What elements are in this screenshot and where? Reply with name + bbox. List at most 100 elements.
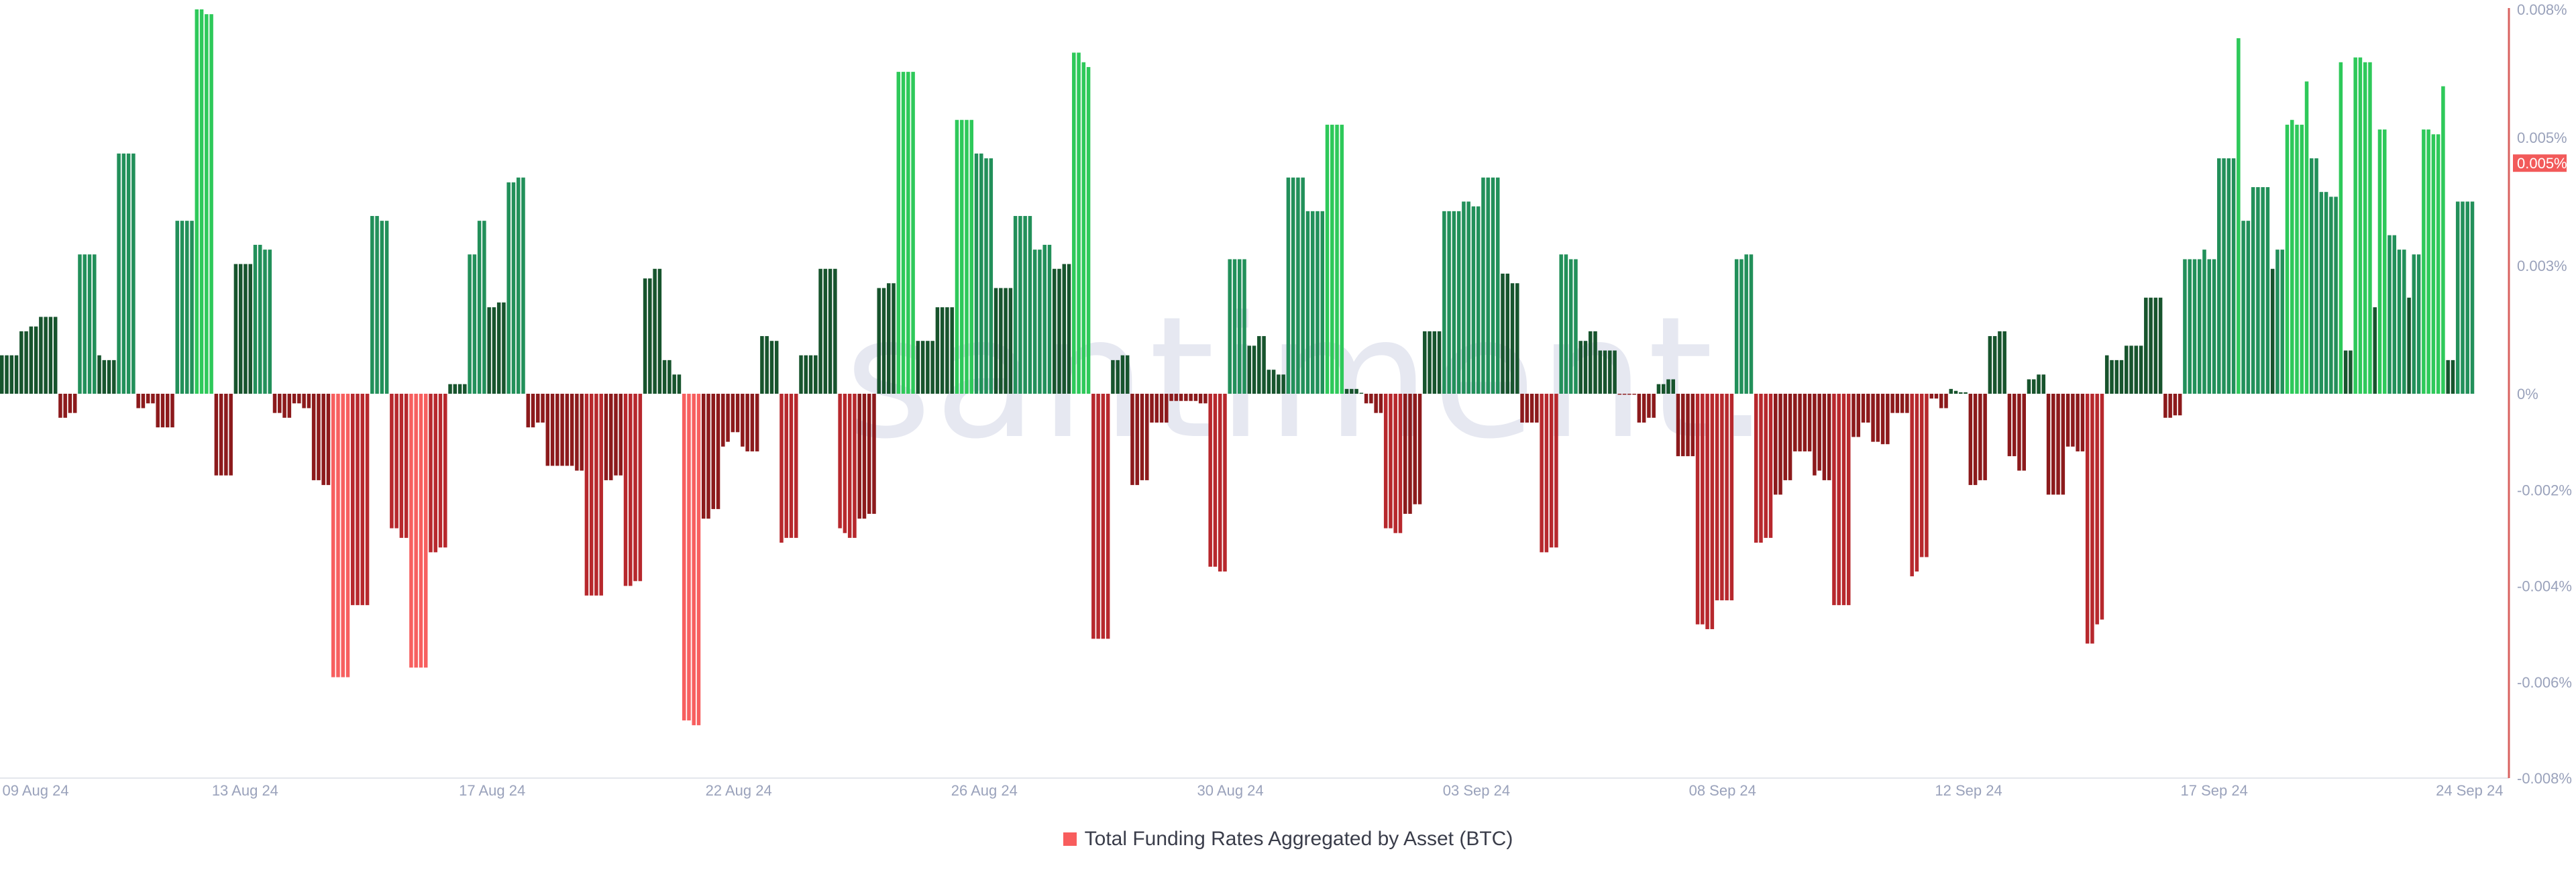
bar <box>643 278 647 394</box>
y-tick-label: -0.004% <box>2517 578 2572 595</box>
bar <box>1481 177 1485 394</box>
bar <box>1344 388 1349 394</box>
bar <box>1277 374 1281 394</box>
bar <box>1262 336 1266 394</box>
bar <box>2422 129 2426 394</box>
bar <box>589 394 594 596</box>
bar <box>1330 124 1334 394</box>
bar <box>1686 394 1690 457</box>
bar <box>2402 250 2406 394</box>
bar <box>731 394 735 433</box>
bar <box>555 394 559 466</box>
bar <box>580 394 584 471</box>
bar <box>1915 394 1919 572</box>
bar <box>1559 254 1563 394</box>
bar <box>838 394 842 529</box>
bar <box>1871 394 1875 442</box>
bar <box>2173 394 2178 416</box>
bar <box>1520 394 1524 423</box>
bar <box>492 307 496 394</box>
bar <box>433 394 437 553</box>
bar <box>496 302 501 394</box>
bar <box>2334 197 2338 394</box>
bar <box>190 221 194 394</box>
bar <box>209 14 213 394</box>
bar <box>2363 62 2367 394</box>
bar <box>789 394 794 538</box>
bar <box>1165 394 1169 423</box>
bar <box>750 394 755 451</box>
bar <box>940 307 945 394</box>
bar <box>1944 394 1948 408</box>
bar <box>877 288 881 394</box>
bar <box>696 394 701 726</box>
bar <box>1739 259 1743 394</box>
bar <box>2310 158 2314 394</box>
legend[interactable]: Total Funding Rates Aggregated by Asset … <box>0 828 2576 851</box>
bar <box>263 250 267 394</box>
bar <box>87 254 92 394</box>
bar <box>526 394 531 428</box>
bar <box>248 264 252 394</box>
bar <box>687 394 691 721</box>
bar <box>1413 394 1417 504</box>
bar <box>2197 259 2202 394</box>
bar <box>1598 350 1603 394</box>
bar <box>233 264 238 394</box>
bar <box>2455 201 2460 394</box>
bar <box>2139 345 2143 394</box>
bar <box>93 254 97 394</box>
bar <box>360 394 365 606</box>
bar <box>1925 394 1929 557</box>
bar <box>657 268 662 394</box>
bar <box>1495 177 1500 394</box>
bar <box>974 153 979 394</box>
bar <box>774 341 779 394</box>
bar <box>969 119 974 394</box>
bar <box>317 394 321 480</box>
bar <box>584 394 589 596</box>
bar <box>1150 394 1154 423</box>
bar <box>711 394 716 509</box>
bar <box>1432 331 1437 394</box>
bar <box>1578 341 1582 394</box>
bar <box>297 394 301 404</box>
bar <box>1846 394 1851 606</box>
bar <box>2095 394 2099 624</box>
bar <box>1574 259 1578 394</box>
bar <box>380 221 384 394</box>
bar <box>2012 394 2017 457</box>
bar <box>1827 394 1831 480</box>
bar <box>2125 345 2129 394</box>
bar <box>1715 394 1719 600</box>
bar <box>682 394 686 721</box>
bar <box>1442 211 1446 394</box>
bar <box>1890 394 1894 413</box>
bar <box>1423 331 1427 394</box>
x-axis-ticks: 09 Aug 24 13 Aug 24 17 Aug 24 22 Aug 24 26 A… <box>2 782 2503 799</box>
bar <box>794 394 798 538</box>
bar <box>1549 394 1554 548</box>
bar <box>2324 192 2328 394</box>
bar <box>1749 254 1754 394</box>
bar <box>1476 206 1481 394</box>
bar <box>1062 264 1067 394</box>
bar <box>370 215 374 394</box>
bar <box>102 360 107 394</box>
bar <box>1023 215 1027 394</box>
bar <box>463 384 467 394</box>
bar <box>769 341 774 394</box>
bar <box>1130 394 1134 486</box>
bar <box>930 341 934 394</box>
bar <box>1203 394 1208 404</box>
bar <box>1013 215 1018 394</box>
bar <box>1184 394 1188 401</box>
bar <box>1091 394 1095 639</box>
bar <box>1656 384 1661 394</box>
bar <box>219 394 223 476</box>
bar <box>823 268 828 394</box>
bar <box>531 394 535 428</box>
bar <box>2022 394 2026 471</box>
x-tick-label: 30 Aug 24 <box>1197 782 1264 799</box>
bar <box>1992 336 1997 394</box>
